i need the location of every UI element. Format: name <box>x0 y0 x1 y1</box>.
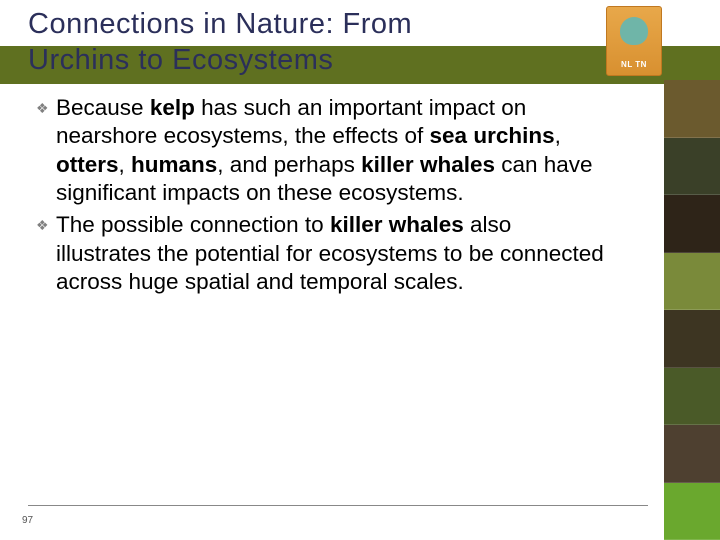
page-number: 97 <box>22 515 33 526</box>
photo-thumb-4 <box>664 310 720 368</box>
photo-thumb-5 <box>664 368 720 426</box>
bullet-text-1: The possible connection to killer whales… <box>56 211 606 296</box>
photo-thumb-1 <box>664 138 720 196</box>
footer-rule <box>28 505 648 506</box>
photo-thumb-3 <box>664 253 720 311</box>
photo-strip <box>664 80 720 540</box>
bullet-0: ❖ Because kelp has such an important impa… <box>36 94 606 207</box>
slide-title: Connections in Nature: From Urchins to E… <box>28 6 412 79</box>
diamond-bullet-icon: ❖ <box>36 218 50 232</box>
logo-label: NL TN <box>607 60 661 69</box>
photo-thumb-7 <box>664 483 720 540</box>
slide-body: ❖ Because kelp has such an important impa… <box>36 94 606 300</box>
photo-thumb-0 <box>664 80 720 138</box>
photo-thumb-6 <box>664 425 720 483</box>
photo-thumb-2 <box>664 195 720 253</box>
bullet-text-0: Because kelp has such an important impac… <box>56 94 606 207</box>
logo-badge: NL TN <box>606 6 662 76</box>
title-line-1: Connections in Nature: From <box>28 8 412 40</box>
title-line-2: Urchins to Ecosystems <box>28 44 333 76</box>
diamond-bullet-icon: ❖ <box>36 101 50 115</box>
bullet-1: ❖ The possible connection to killer whale… <box>36 211 606 296</box>
